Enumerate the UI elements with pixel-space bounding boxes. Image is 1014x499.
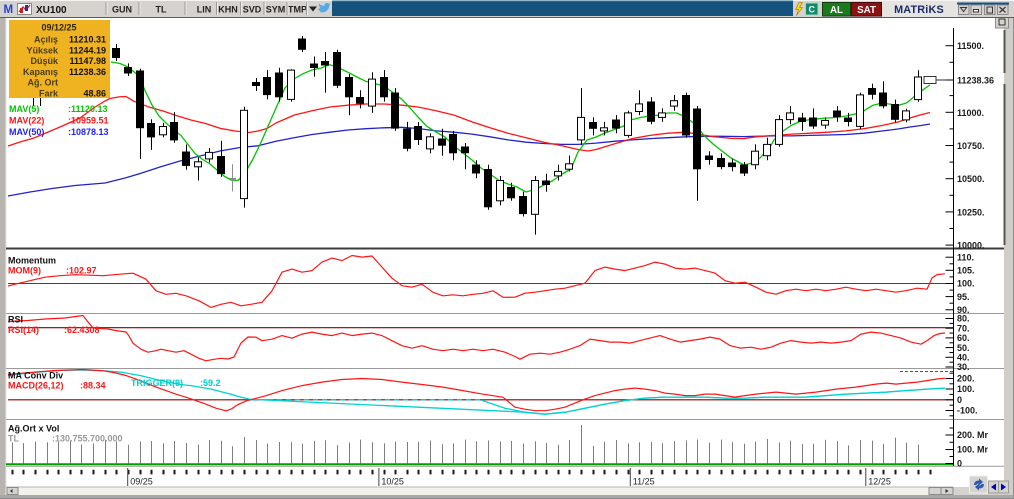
svg-text:XU100: XU100 [36,5,67,16]
svg-text:11238.36: 11238.36 [957,76,994,86]
svg-text:11/25: 11/25 [633,477,655,487]
svg-text:105.: 105. [957,266,975,276]
svg-text:RSI: RSI [8,315,23,325]
svg-text:60.: 60. [957,333,970,343]
svg-text:TL: TL [8,434,19,444]
svg-text:Ağ. Ort: Ağ. Ort [28,78,59,88]
svg-text:SYM: SYM [266,5,286,15]
svg-text:200. Mr: 200. Mr [957,430,989,440]
svg-text:MACD(26,12): MACD(26,12) [8,380,64,390]
svg-text:10250.: 10250. [957,207,985,217]
svg-text:MOM(9): MOM(9) [8,266,41,276]
svg-text:Ağ.Ort x Vol: Ağ.Ort x Vol [8,424,59,434]
svg-text:KHN: KHN [218,5,238,15]
svg-text:TRIGGER(9): TRIGGER(9) [131,378,183,388]
svg-text:Yüksek: Yüksek [26,45,59,55]
svg-text:Düşük: Düşük [30,56,59,66]
svg-text:100. Mr: 100. Mr [957,445,989,455]
svg-text:11147.98: 11147.98 [69,56,106,66]
svg-text:-100.: -100. [957,406,978,416]
svg-text:MATRiKS: MATRiKS [894,4,944,16]
svg-text:110.: 110. [957,252,974,262]
svg-text:48.86: 48.86 [83,89,106,99]
svg-text:TMP: TMP [288,5,307,15]
svg-text:10750.: 10750. [957,141,985,151]
svg-text:80.: 80. [957,314,970,324]
svg-text:30.: 30. [957,362,970,372]
svg-text:90.: 90. [957,305,970,315]
svg-text:11000.: 11000. [957,108,984,118]
svg-text::11120.13: :11120.13 [68,104,108,114]
svg-text:MAV(22): MAV(22) [9,116,44,126]
svg-text:LIN: LIN [197,5,212,15]
svg-text:50.: 50. [957,343,970,353]
svg-text::62.4308: :62.4308 [64,325,100,335]
svg-text::59.2: :59.2 [200,378,221,388]
svg-text:0: 0 [957,395,962,405]
svg-text::102.97: :102.97 [66,266,97,276]
svg-text:11244.19: 11244.19 [69,45,106,55]
svg-text:RSI(14): RSI(14) [8,325,39,335]
svg-text:GUN: GUN [112,5,132,15]
svg-text:SAT: SAT [857,5,876,16]
svg-text:MAV(5): MAV(5) [9,104,39,114]
svg-text:100.: 100. [957,384,975,394]
svg-text:12/25: 12/25 [868,477,891,487]
svg-text:10000.: 10000. [957,241,985,251]
svg-text:10/25: 10/25 [381,477,404,487]
svg-text:Momentum: Momentum [8,256,56,266]
svg-text:100.: 100. [957,279,975,289]
svg-text:AL: AL [830,5,843,16]
svg-text:SVD: SVD [243,5,262,15]
svg-text:MA Conv Div: MA Conv Div [8,371,63,381]
svg-text:10500.: 10500. [957,174,985,184]
svg-text:40.: 40. [957,353,970,363]
svg-text:Açılış: Açılış [34,35,58,45]
svg-text:C: C [808,5,815,15]
svg-text::130.755.700.000: :130.755.700.000 [52,434,123,444]
svg-text:70.: 70. [957,323,970,333]
svg-text::88.34: :88.34 [80,380,106,390]
svg-text:200.: 200. [957,374,975,384]
svg-text:09/25: 09/25 [130,477,153,487]
svg-text:95.: 95. [957,292,970,302]
svg-text:Kapanış: Kapanış [23,67,58,77]
svg-text:TL: TL [156,5,167,15]
svg-text:11210.31: 11210.31 [69,35,106,45]
svg-text:11500.: 11500. [957,41,984,51]
svg-text:09/12/25: 09/12/25 [41,23,76,33]
svg-text::10878.13: :10878.13 [68,127,109,137]
svg-text:M: M [4,4,14,16]
svg-text:11238.36: 11238.36 [69,67,106,77]
svg-text:0: 0 [957,459,962,469]
svg-text:Fark: Fark [39,89,59,99]
svg-text:MAV(50): MAV(50) [9,127,44,137]
svg-text::10959.51: :10959.51 [68,116,109,126]
